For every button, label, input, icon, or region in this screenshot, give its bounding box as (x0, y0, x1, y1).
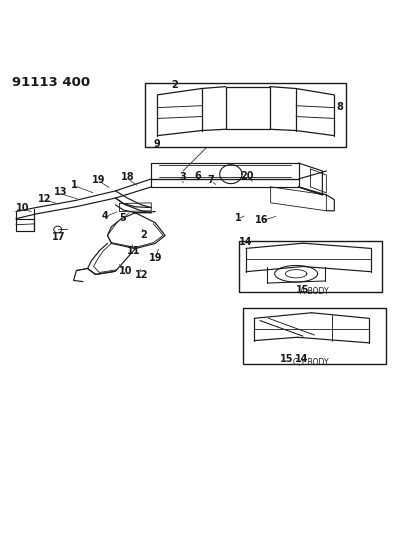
Text: 8: 8 (337, 102, 344, 112)
Bar (239, 240, 382, 293)
Text: 16: 16 (255, 215, 269, 224)
Text: 13: 13 (54, 188, 67, 197)
Text: 19: 19 (149, 253, 163, 263)
Bar (145, 84, 346, 147)
Text: 15: 15 (280, 354, 293, 364)
Text: 9: 9 (154, 139, 160, 149)
Text: A BODY: A BODY (300, 287, 329, 296)
Text: 1: 1 (235, 213, 241, 223)
Text: C,Y BODY: C,Y BODY (293, 358, 328, 367)
Text: 18: 18 (121, 172, 134, 182)
Text: 1: 1 (71, 180, 78, 190)
Text: 14: 14 (239, 237, 253, 247)
Text: 7: 7 (208, 175, 214, 185)
Bar (243, 308, 386, 364)
Text: 91113 400: 91113 400 (12, 76, 90, 89)
Text: 12: 12 (135, 270, 148, 280)
Text: 2: 2 (172, 80, 178, 91)
Text: 5: 5 (119, 213, 125, 223)
Text: 11: 11 (127, 246, 140, 256)
Text: 12: 12 (38, 194, 52, 204)
Text: 20: 20 (240, 171, 254, 181)
Text: 2: 2 (141, 230, 147, 240)
Text: 3: 3 (179, 172, 185, 182)
Text: 6: 6 (195, 171, 201, 181)
Text: 19: 19 (92, 175, 105, 185)
Text: 15: 15 (296, 285, 309, 295)
Text: 17: 17 (52, 232, 66, 241)
Text: 4: 4 (102, 211, 109, 221)
Text: 10: 10 (119, 266, 132, 276)
Text: 14: 14 (295, 354, 308, 364)
Text: 10: 10 (16, 203, 30, 213)
